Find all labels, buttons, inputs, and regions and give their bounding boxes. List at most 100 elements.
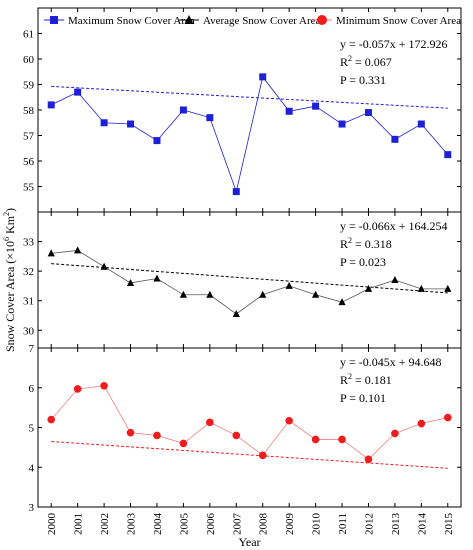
x-tick-label: 2006 xyxy=(205,513,217,536)
data-point xyxy=(364,455,373,464)
trend-line-1 xyxy=(51,85,448,109)
data-point xyxy=(285,107,293,115)
data-point xyxy=(285,281,293,289)
data-point xyxy=(443,413,452,422)
x-tick-label: 2010 xyxy=(311,513,323,536)
data-point xyxy=(74,88,82,96)
y-tick-label: 58 xyxy=(23,105,35,117)
data-point xyxy=(338,120,346,128)
r-squared: R2 = 0.318 xyxy=(340,236,392,251)
data-point xyxy=(179,439,188,448)
data-point xyxy=(364,284,373,292)
x-tick-label: 2004 xyxy=(152,513,164,536)
y-tick-label: 59 xyxy=(23,80,35,92)
data-point xyxy=(444,284,452,292)
data-point xyxy=(100,119,108,127)
y-tick-label: 7 xyxy=(29,343,35,355)
x-tick-label: 2007 xyxy=(231,513,243,536)
data-point xyxy=(338,298,346,306)
legend-label: Minimum Snow Cover Area xyxy=(336,15,461,27)
data-point xyxy=(206,290,214,298)
data-point xyxy=(444,151,452,159)
trend-equation: y = -0.045x + 94.648 xyxy=(340,355,442,369)
data-point xyxy=(47,415,56,424)
series-line-2 xyxy=(51,250,448,315)
data-point xyxy=(100,381,108,390)
data-point xyxy=(364,109,372,117)
data-point xyxy=(47,249,55,257)
legend-marker xyxy=(184,15,194,24)
x-tick-label: 2000 xyxy=(46,513,58,536)
series-line-3 xyxy=(50,385,448,460)
x-tick-label: 2014 xyxy=(416,513,428,536)
data-point xyxy=(179,106,187,114)
data-point xyxy=(232,310,240,317)
data-point xyxy=(232,188,240,196)
legend-marker xyxy=(317,15,327,25)
y-tick-label: 31 xyxy=(23,296,34,308)
p-value: P = 0.101 xyxy=(340,391,386,405)
data-point xyxy=(100,262,108,270)
data-point xyxy=(417,120,425,128)
series-line-1 xyxy=(51,75,449,194)
data-point xyxy=(153,431,161,440)
y-tick-label: 33 xyxy=(23,237,35,249)
data-point xyxy=(179,290,188,298)
y-tick-label: 3 xyxy=(29,502,35,514)
data-point xyxy=(311,435,320,444)
trend-line-3 xyxy=(51,440,448,469)
p-value: P = 0.023 xyxy=(340,255,386,269)
x-axis-label: Year xyxy=(238,535,260,549)
data-point xyxy=(391,276,399,283)
legend-marker xyxy=(50,16,58,24)
y-tick-label: 56 xyxy=(23,156,35,168)
y-tick-label: 4 xyxy=(29,462,35,474)
data-point xyxy=(47,101,55,109)
data-point xyxy=(311,290,320,298)
x-tick-label: 2013 xyxy=(390,513,402,536)
data-point xyxy=(206,418,214,427)
r-squared: R2 = 0.067 xyxy=(340,54,392,69)
y-tick-label: 6 xyxy=(29,383,35,395)
data-point xyxy=(126,278,135,286)
data-point xyxy=(206,114,214,122)
data-point xyxy=(259,290,267,298)
x-tick-label: 2005 xyxy=(178,513,190,536)
data-point xyxy=(126,428,135,437)
y-tick-label: 5 xyxy=(29,423,35,435)
x-tick-label: 2009 xyxy=(284,513,296,536)
trend-line-2 xyxy=(51,263,448,294)
y-tick-label: 61 xyxy=(23,29,34,41)
data-point xyxy=(417,284,425,292)
data-point xyxy=(338,435,346,444)
panel-frame-3 xyxy=(37,347,462,508)
data-point xyxy=(73,385,82,393)
y-tick-label: 57 xyxy=(23,131,35,143)
data-point xyxy=(232,431,241,440)
data-point xyxy=(391,135,399,143)
legend-label: Average Snow Cover Area xyxy=(203,15,321,27)
x-tick-label: 2015 xyxy=(443,513,455,536)
x-tick-label: 2012 xyxy=(363,513,375,535)
data-point xyxy=(153,274,161,282)
x-tick-label: 2002 xyxy=(99,513,111,535)
x-tick-label: 2008 xyxy=(258,513,270,536)
y-tick-label: 60 xyxy=(23,54,35,66)
trend-equation: y = -0.057x + 172.926 xyxy=(340,37,448,51)
data-point xyxy=(391,429,399,438)
r-squared: R2 = 0.181 xyxy=(340,372,392,387)
p-value: P = 0.331 xyxy=(340,73,386,87)
data-point xyxy=(153,137,161,145)
trend-equation: y = -0.066x + 164.254 xyxy=(340,219,448,233)
legend-label: Maximum Snow Cover Area xyxy=(68,15,195,27)
data-point xyxy=(417,419,426,428)
data-point xyxy=(259,73,267,81)
y-tick-label: 32 xyxy=(23,266,34,278)
data-point xyxy=(74,246,82,254)
y-axis-label: Snow Cover Area (×106 Km2) xyxy=(2,208,17,352)
data-point xyxy=(285,416,293,425)
y-tick-label: 30 xyxy=(23,325,35,337)
data-point xyxy=(258,451,267,460)
x-tick-label: 2003 xyxy=(126,513,138,536)
